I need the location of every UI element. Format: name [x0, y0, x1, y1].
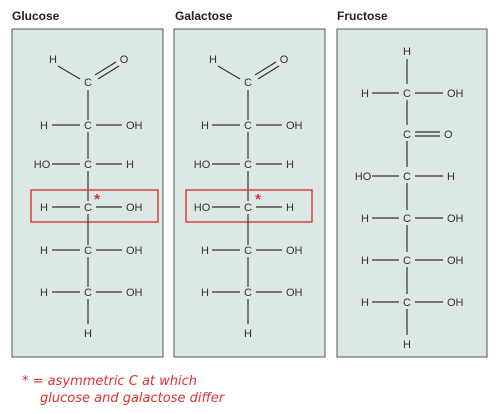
right-group: O — [444, 129, 453, 141]
carbon-atom: C — [84, 287, 92, 299]
right-group: OH — [126, 245, 143, 257]
right-group: OH — [286, 120, 303, 132]
left-group: H — [201, 120, 209, 132]
right-group: OH — [126, 287, 143, 299]
right-group: OH — [126, 120, 143, 132]
left-group: HO — [194, 202, 211, 214]
bottom-h: H — [84, 328, 92, 340]
bond — [94, 61, 117, 76]
atom-label: H — [49, 54, 57, 66]
carbon-atom: C — [403, 129, 411, 141]
left-group: HO — [355, 171, 372, 183]
left-group: H — [40, 287, 48, 299]
right-group: OH — [447, 88, 464, 100]
carbon-row: H C OH — [40, 287, 143, 299]
carbon-atom: C — [403, 255, 411, 267]
carbon-row: H C OH — [361, 88, 464, 100]
bond — [57, 65, 81, 80]
right-group: OH — [126, 202, 143, 214]
right-group: OH — [286, 287, 303, 299]
carbon-row: H C OH — [361, 213, 464, 225]
carbon-atom: C — [403, 297, 411, 309]
bond — [257, 65, 280, 80]
carbon-atom: C — [244, 159, 252, 171]
carbon-atom: C — [244, 245, 252, 257]
carbon-row: HO C H — [355, 171, 455, 183]
note-line-2: glucose and galactose differ — [40, 391, 226, 406]
carbon-row: HO C H — [194, 159, 294, 171]
atom-label: H — [209, 54, 217, 66]
title-glucose: Glucose — [12, 9, 60, 23]
left-group: H — [361, 213, 369, 225]
bottom-h: H — [244, 328, 252, 340]
carbon-atom: C — [244, 202, 252, 214]
left-group: H — [201, 245, 209, 257]
asymmetric-marker: * — [255, 191, 261, 208]
carbon-row-highlighted: HO C H — [194, 202, 294, 214]
top-h: H — [403, 46, 411, 58]
right-group: OH — [447, 297, 464, 309]
carbon-row: H C OH — [361, 255, 464, 267]
right-group: OH — [447, 255, 464, 267]
left-group: H — [40, 120, 48, 132]
carbon-atom: C — [244, 287, 252, 299]
left-group: H — [40, 245, 48, 257]
left-group: HO — [194, 159, 211, 171]
structure-glucose: H C O H C OH HO C H * H C — [30, 54, 159, 340]
aldehyde-group: H C O — [49, 54, 129, 89]
note-line-1: * = asymmetric C at which — [22, 374, 197, 389]
right-group: H — [447, 171, 455, 183]
left-group: H — [361, 255, 369, 267]
carbon-row-highlighted: H C OH — [40, 202, 143, 214]
carbon-row: H C OH — [201, 120, 303, 132]
carbon-row: H C OH — [361, 297, 464, 309]
left-group: H — [361, 297, 369, 309]
asymmetric-marker: * — [94, 191, 100, 208]
atom-label: C — [84, 77, 92, 89]
left-group: H — [361, 88, 369, 100]
carbon-row: H C OH — [40, 120, 143, 132]
aldehyde-group: H C O — [209, 54, 289, 89]
structure-galactose: H C O H C OH HO C H * HO C — [185, 54, 313, 340]
carbon-row: H C OH — [40, 245, 143, 257]
panel-fructose — [336, 28, 488, 358]
carbon-atom: C — [244, 120, 252, 132]
highlight-box — [30, 189, 159, 223]
carbonyl-row: C O — [403, 129, 453, 141]
carbon-atom: C — [403, 213, 411, 225]
left-group: H — [201, 287, 209, 299]
atom-label: O — [280, 54, 289, 66]
carbon-row: H C OH — [201, 287, 303, 299]
panel-galactose — [173, 28, 326, 358]
bottom-h: H — [403, 339, 411, 351]
carbon-atom: C — [403, 171, 411, 183]
highlight-box — [185, 189, 313, 223]
right-group: H — [126, 159, 134, 171]
right-group: H — [286, 159, 294, 171]
structure-fructose: H H C OH C O HO C H H C — [355, 46, 464, 351]
right-group: OH — [447, 213, 464, 225]
bond — [254, 61, 277, 76]
atom-label: C — [244, 77, 252, 89]
carbon-atom: C — [403, 88, 411, 100]
carbon-atom: C — [84, 159, 92, 171]
left-group: HO — [34, 159, 51, 171]
carbon-row: HO C H — [34, 159, 134, 171]
right-group: OH — [286, 245, 303, 257]
carbon-atom: C — [84, 120, 92, 132]
bond — [217, 65, 241, 80]
bond — [97, 65, 120, 80]
carbon-atom: C — [84, 202, 92, 214]
left-group: H — [40, 202, 48, 214]
title-fructose: Fructose — [337, 9, 388, 23]
title-galactose: Galactose — [175, 9, 233, 23]
atom-label: O — [120, 54, 129, 66]
carbon-row: H C OH — [201, 245, 303, 257]
carbon-atom: C — [84, 245, 92, 257]
right-group: H — [286, 202, 294, 214]
